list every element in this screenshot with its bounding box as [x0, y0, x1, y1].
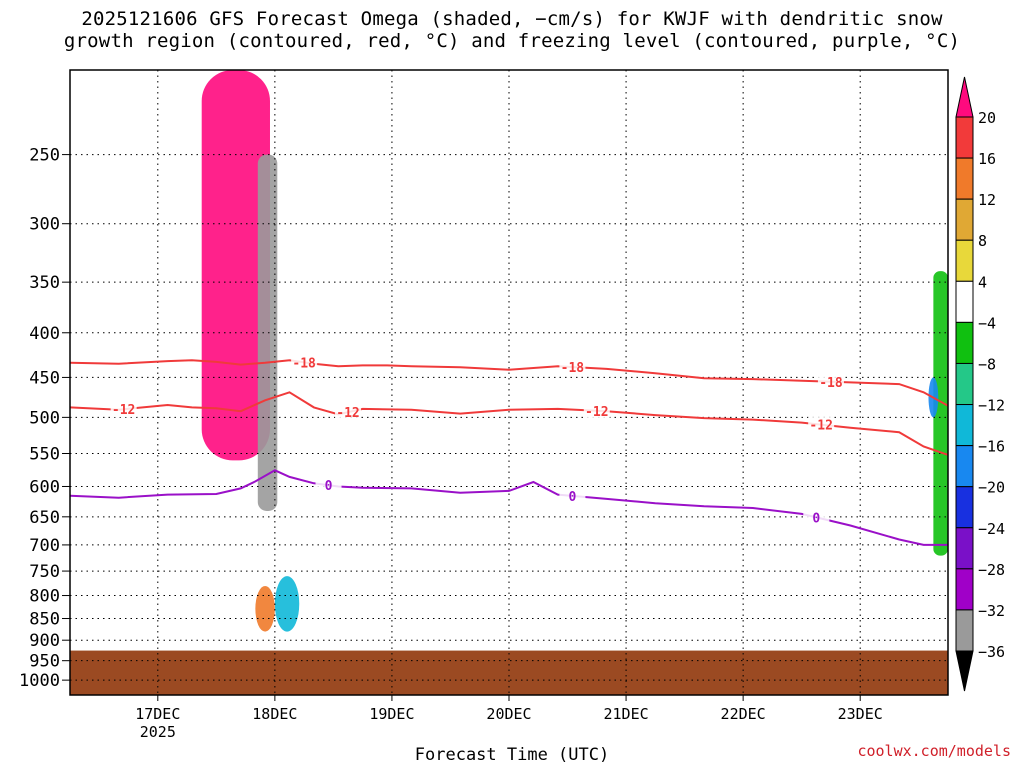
x-tick-label-19DEC: 19DEC	[369, 705, 414, 723]
y-tick-label-400: 400	[29, 324, 60, 344]
y-tick-label-500: 500	[29, 408, 60, 428]
colorbar-swatch-9	[955, 445, 974, 488]
contour-label-bg	[559, 487, 586, 504]
colorbar-label-2: 12	[978, 191, 996, 209]
colorbar-arrow-bottom	[955, 650, 974, 692]
contour-label-0-1: 0	[568, 490, 576, 505]
colorbar-arrow-top	[955, 76, 974, 118]
y-tick-label-900: 900	[29, 631, 60, 651]
contour-label--12-2: -12	[585, 405, 608, 420]
contour-label--18-2: -18	[819, 376, 843, 391]
colorbar-label-12: −32	[978, 602, 1005, 620]
colorbar-label-13: −36	[978, 643, 1005, 661]
y-tick-label-350: 350	[29, 273, 60, 293]
omega-shade-4	[933, 271, 948, 556]
colorbar-swatch-10	[955, 486, 974, 529]
contour-label--18-1: -18	[561, 361, 585, 376]
contour-label--18-0: -18	[292, 356, 316, 371]
colorbar-swatch-8	[955, 404, 974, 447]
x-tick-label-17DEC: 17DEC	[135, 705, 180, 723]
x-axis-label: Forecast Time (UTC)	[414, 745, 610, 765]
credit-link[interactable]: coolwx.com/models	[857, 742, 1011, 760]
contour-label--12-1: -12	[336, 406, 359, 421]
colorbar-label-10: −24	[978, 520, 1005, 538]
omega-shade-1	[257, 154, 278, 511]
colorbar-label-4: 4	[978, 273, 987, 291]
x-tick-label-23DEC: 23DEC	[838, 705, 883, 723]
colorbar-label-11: −28	[978, 561, 1005, 579]
colorbar-swatch-5	[955, 280, 974, 323]
colorbar-swatch-2	[955, 157, 974, 200]
colorbar-label-5: −4	[978, 314, 996, 332]
y-tick-label-650: 650	[29, 508, 60, 528]
colorbar-swatch-1	[955, 116, 974, 159]
y-tick-label-850: 850	[29, 610, 60, 630]
x-tick-label-18DEC: 18DEC	[252, 705, 297, 723]
contour-label-bg	[559, 359, 586, 376]
x-tick-label-21DEC: 21DEC	[603, 705, 648, 723]
colorbar-label-1: 16	[978, 150, 996, 168]
colorbar-swatch-11	[955, 527, 974, 570]
contour-label--12-0: -12	[112, 403, 135, 418]
y-tick-label-250: 250	[29, 146, 60, 166]
y-tick-label-700: 700	[29, 536, 60, 556]
y-tick-label-750: 750	[29, 562, 60, 582]
colorbar-label-7: −12	[978, 397, 1005, 415]
colorbar-swatch-3	[955, 198, 974, 241]
colorbar-label-8: −16	[978, 438, 1005, 456]
y-tick-label-600: 600	[29, 477, 60, 497]
contour-label-bg	[335, 404, 362, 421]
contour--18	[70, 359, 948, 407]
y-tick-label-800: 800	[29, 587, 60, 607]
contour-label-bg	[110, 401, 137, 418]
colorbar-swatch-7	[955, 362, 974, 406]
contour-label-bg	[315, 477, 342, 494]
colorbar-label-0: 20	[978, 109, 996, 127]
contour-label-0-2: 0	[812, 511, 820, 526]
contour-label-bg	[817, 373, 844, 390]
y-tick-label-450: 450	[29, 368, 60, 388]
colorbar-label-3: 8	[978, 232, 987, 250]
contour-label-bg	[808, 416, 835, 433]
colorbar-swatch-12	[955, 568, 974, 611]
x-tick-label-22DEC: 22DEC	[721, 705, 766, 723]
contour-label-bg	[803, 509, 830, 526]
colorbar-swatch-6	[955, 321, 974, 364]
contour-label-bg	[583, 402, 610, 419]
y-tick-label-300: 300	[29, 215, 60, 235]
chart-title-line-1: 2025121606 GFS Forecast Omega (shaded, −…	[81, 8, 943, 30]
y-tick-label-950: 950	[29, 652, 60, 672]
chart-title-line-2: growth region (contoured, red, °C) and f…	[63, 30, 961, 52]
omega-shade-2	[255, 585, 275, 632]
colorbar-swatch-4	[955, 239, 974, 282]
x-tick-sublabel-17DEC: 2025	[140, 723, 176, 741]
y-tick-label-550: 550	[29, 444, 60, 464]
x-tick-label-20DEC: 20DEC	[486, 705, 531, 723]
contour-label--12-3: -12	[809, 419, 832, 434]
contour-label-bg	[291, 354, 318, 371]
colorbar-label-9: −20	[978, 479, 1005, 497]
colorbar-label-6: −8	[978, 355, 996, 373]
omega-shade-3	[274, 576, 300, 632]
colorbar-swatch-13	[955, 609, 974, 652]
ground-terrain	[70, 650, 948, 695]
y-tick-label-1000: 1000	[19, 671, 60, 691]
contour-label-0-0: 0	[325, 479, 333, 494]
contour-0	[70, 469, 948, 546]
